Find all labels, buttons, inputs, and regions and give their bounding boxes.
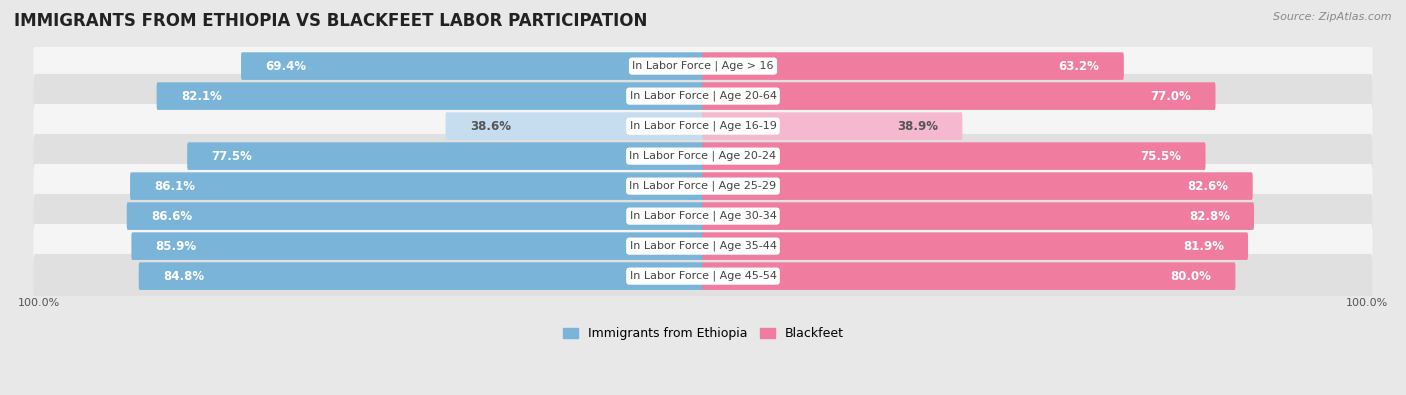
Text: 75.5%: 75.5% [1140, 150, 1181, 163]
FancyBboxPatch shape [131, 172, 704, 200]
Text: In Labor Force | Age 25-29: In Labor Force | Age 25-29 [630, 181, 776, 191]
FancyBboxPatch shape [139, 262, 704, 290]
Text: 84.8%: 84.8% [163, 270, 204, 283]
Text: 82.8%: 82.8% [1188, 210, 1230, 223]
FancyBboxPatch shape [34, 194, 1372, 238]
FancyBboxPatch shape [702, 82, 1215, 110]
Text: 86.1%: 86.1% [155, 180, 195, 193]
Text: Source: ZipAtlas.com: Source: ZipAtlas.com [1274, 12, 1392, 22]
Text: 69.4%: 69.4% [266, 60, 307, 73]
Text: In Labor Force | Age 20-24: In Labor Force | Age 20-24 [630, 151, 776, 162]
FancyBboxPatch shape [702, 202, 1254, 230]
Text: In Labor Force | Age 35-44: In Labor Force | Age 35-44 [630, 241, 776, 251]
Text: 63.2%: 63.2% [1059, 60, 1099, 73]
Text: 38.6%: 38.6% [470, 120, 510, 133]
Text: IMMIGRANTS FROM ETHIOPIA VS BLACKFEET LABOR PARTICIPATION: IMMIGRANTS FROM ETHIOPIA VS BLACKFEET LA… [14, 12, 647, 30]
Text: 81.9%: 81.9% [1182, 240, 1223, 253]
FancyBboxPatch shape [131, 232, 704, 260]
FancyBboxPatch shape [702, 262, 1236, 290]
FancyBboxPatch shape [702, 232, 1249, 260]
Text: In Labor Force | Age 20-64: In Labor Force | Age 20-64 [630, 91, 776, 102]
Text: 82.1%: 82.1% [181, 90, 222, 103]
FancyBboxPatch shape [34, 44, 1372, 88]
Text: In Labor Force | Age 16-19: In Labor Force | Age 16-19 [630, 121, 776, 132]
Text: 86.6%: 86.6% [150, 210, 193, 223]
FancyBboxPatch shape [34, 104, 1372, 148]
Text: 85.9%: 85.9% [156, 240, 197, 253]
FancyBboxPatch shape [127, 202, 704, 230]
FancyBboxPatch shape [187, 142, 704, 170]
Text: 82.6%: 82.6% [1188, 180, 1229, 193]
FancyBboxPatch shape [34, 224, 1372, 268]
FancyBboxPatch shape [702, 52, 1123, 80]
FancyBboxPatch shape [156, 82, 704, 110]
Text: 38.9%: 38.9% [897, 120, 938, 133]
Text: 77.5%: 77.5% [211, 150, 252, 163]
FancyBboxPatch shape [34, 134, 1372, 178]
Text: 80.0%: 80.0% [1170, 270, 1211, 283]
Text: In Labor Force | Age 30-34: In Labor Force | Age 30-34 [630, 211, 776, 221]
Text: In Labor Force | Age 45-54: In Labor Force | Age 45-54 [630, 271, 776, 281]
FancyBboxPatch shape [240, 52, 704, 80]
Legend: Immigrants from Ethiopia, Blackfeet: Immigrants from Ethiopia, Blackfeet [558, 324, 848, 344]
FancyBboxPatch shape [34, 254, 1372, 298]
FancyBboxPatch shape [702, 172, 1253, 200]
FancyBboxPatch shape [702, 142, 1205, 170]
Text: In Labor Force | Age > 16: In Labor Force | Age > 16 [633, 61, 773, 71]
FancyBboxPatch shape [702, 112, 962, 140]
Text: 77.0%: 77.0% [1150, 90, 1191, 103]
FancyBboxPatch shape [34, 164, 1372, 208]
FancyBboxPatch shape [446, 112, 704, 140]
FancyBboxPatch shape [34, 74, 1372, 118]
